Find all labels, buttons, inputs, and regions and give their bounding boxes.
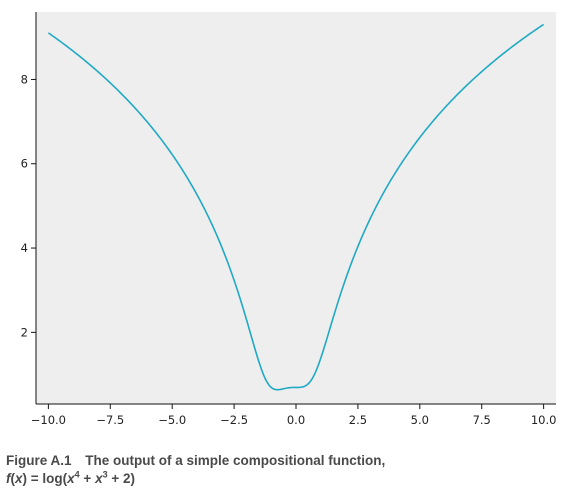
caption-text: The output of a simple compositional fun…	[85, 453, 386, 468]
y-axis-ticks: 2 4 6 8	[21, 72, 36, 339]
formula-f: f	[6, 471, 11, 486]
x-tick-label: 7.5	[473, 413, 491, 427]
formula-exp-3: 3	[102, 469, 108, 480]
figure-caption: Figure A.1 The output of a simple compos…	[6, 452, 576, 488]
x-tick-label: 0.0	[287, 413, 305, 427]
formula-x: x	[15, 471, 23, 486]
formula-x4: x	[67, 471, 75, 486]
y-tick-label: 6	[21, 157, 28, 171]
formula-exp-4: 4	[74, 469, 80, 480]
series-line	[47, 23, 545, 391]
x-tick-label: −7.5	[96, 413, 124, 427]
x-tick-label: 5.0	[411, 413, 429, 427]
formula-plus: +	[79, 471, 96, 486]
x-tick-label: −10.0	[31, 413, 66, 427]
formula-eq: = log(	[30, 471, 68, 486]
y-tick-label: 8	[21, 72, 28, 86]
x-tick-label: 10.0	[531, 413, 557, 427]
line-chart: −10.0 −7.5 −5.0 −2.5 0.0 2.5 5.0 7.5 10.0 2 4 6 8	[21, 12, 557, 427]
plot-area	[36, 12, 556, 404]
formula-x3: x	[95, 471, 103, 486]
x-axis-ticks: −10.0 −7.5 −5.0 −2.5 0.0 2.5 5.0 7.5 10.0	[31, 404, 557, 427]
formula-tail: + 2)	[107, 471, 135, 486]
x-tick-label: 2.5	[349, 413, 367, 427]
y-tick-label: 4	[21, 241, 28, 255]
figure-label: Figure A.1	[6, 453, 72, 468]
caption-formula: f(x) = log(x4 + x3 + 2)	[6, 469, 135, 486]
x-tick-label: −5.0	[158, 413, 186, 427]
caption-line-1: Figure A.1 The output of a simple compos…	[6, 452, 576, 470]
x-tick-label: −2.5	[220, 413, 248, 427]
y-tick-label: 2	[21, 325, 28, 339]
